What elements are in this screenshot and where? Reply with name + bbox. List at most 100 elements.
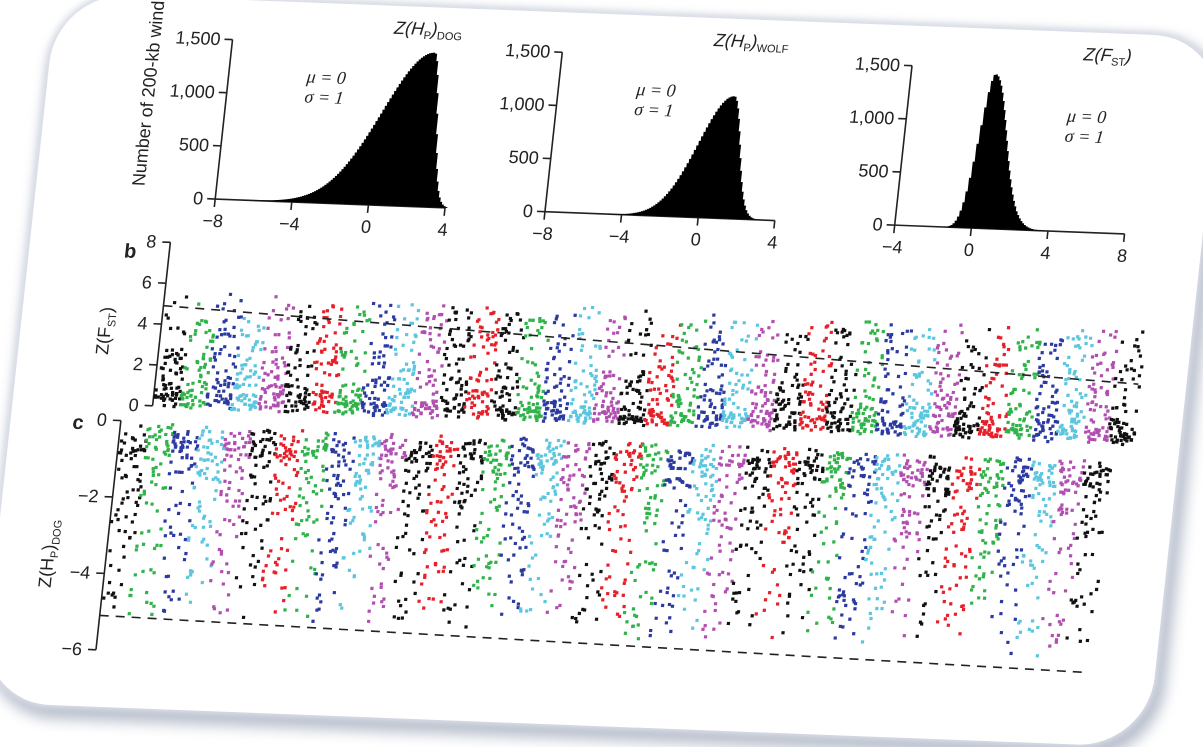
data-point (1109, 427, 1114, 431)
data-point (150, 502, 154, 506)
data-point (788, 572, 793, 577)
data-point (699, 410, 704, 414)
histogram-bar (280, 199, 283, 202)
histogram-bar (965, 161, 976, 228)
data-point (194, 464, 199, 469)
data-point (379, 585, 383, 590)
data-point (790, 383, 795, 388)
data-point (612, 593, 617, 598)
data-point (292, 467, 297, 472)
data-point (984, 364, 989, 368)
data-point (655, 484, 660, 488)
data-point (746, 573, 751, 578)
data-point (154, 482, 158, 487)
data-point (854, 372, 858, 377)
data-point (661, 334, 665, 338)
histogram-bar (320, 186, 325, 204)
data-point (806, 610, 810, 614)
data-point (240, 476, 244, 480)
data-point (432, 369, 437, 373)
data-point (912, 398, 916, 402)
data-point (574, 413, 579, 418)
data-point (342, 459, 347, 463)
data-point (276, 404, 280, 408)
data-point (592, 396, 596, 401)
data-point (590, 305, 595, 310)
data-point (829, 411, 833, 415)
data-point (679, 573, 684, 577)
data-point (147, 441, 151, 446)
data-point (646, 506, 651, 511)
data-point (731, 597, 735, 601)
data-point (762, 486, 767, 491)
data-point (448, 409, 453, 413)
histogram-bar (316, 188, 321, 204)
data-point (972, 392, 977, 396)
data-point (888, 335, 893, 339)
data-point (487, 453, 491, 457)
data-point (676, 466, 681, 471)
data-point (180, 489, 185, 494)
data-point (250, 449, 254, 453)
data-point (1093, 395, 1097, 399)
data-point (466, 484, 470, 488)
data-point (425, 311, 429, 315)
data-point (631, 387, 635, 392)
data-point (842, 598, 846, 603)
data-point (360, 494, 364, 499)
data-point (770, 570, 775, 574)
data-point (442, 340, 447, 344)
data-point (382, 440, 387, 444)
data-point (796, 341, 800, 346)
data-point (218, 351, 222, 356)
data-point (1118, 369, 1123, 374)
data-point (362, 535, 367, 539)
data-point (817, 407, 821, 411)
data-point (659, 415, 664, 419)
data-point (1009, 410, 1014, 414)
data-point (755, 323, 760, 327)
data-point (179, 370, 184, 375)
data-point (854, 514, 858, 518)
data-point (597, 508, 601, 512)
data-point (229, 454, 233, 458)
data-point (836, 428, 841, 433)
data-point (750, 510, 755, 514)
data-point (475, 579, 480, 583)
data-point (890, 347, 895, 351)
histogram-bar (990, 110, 1006, 229)
data-point (650, 444, 654, 448)
data-point (534, 406, 539, 410)
data-point (512, 553, 516, 557)
data-point (224, 369, 228, 373)
data-point (494, 320, 499, 324)
data-point (760, 448, 764, 453)
data-point (1070, 426, 1075, 431)
data-point (499, 463, 503, 467)
data-point (738, 421, 743, 425)
data-point (427, 492, 431, 497)
data-point (450, 376, 454, 380)
data-point (904, 352, 909, 357)
data-point (339, 307, 344, 311)
data-point (511, 345, 516, 350)
data-point (696, 493, 700, 497)
data-point (582, 306, 587, 311)
data-point (322, 339, 326, 344)
data-point (709, 402, 714, 406)
data-point (678, 350, 682, 354)
data-point (232, 434, 237, 438)
data-point (862, 422, 866, 427)
data-point (770, 402, 775, 407)
data-point (703, 472, 707, 476)
data-point (409, 387, 414, 391)
data-point (205, 466, 209, 471)
data-point (322, 445, 327, 449)
data-point (306, 405, 310, 410)
data-point (612, 320, 616, 324)
data-point (385, 555, 389, 559)
data-point (601, 370, 606, 374)
data-point (597, 593, 602, 597)
data-point (435, 454, 439, 458)
